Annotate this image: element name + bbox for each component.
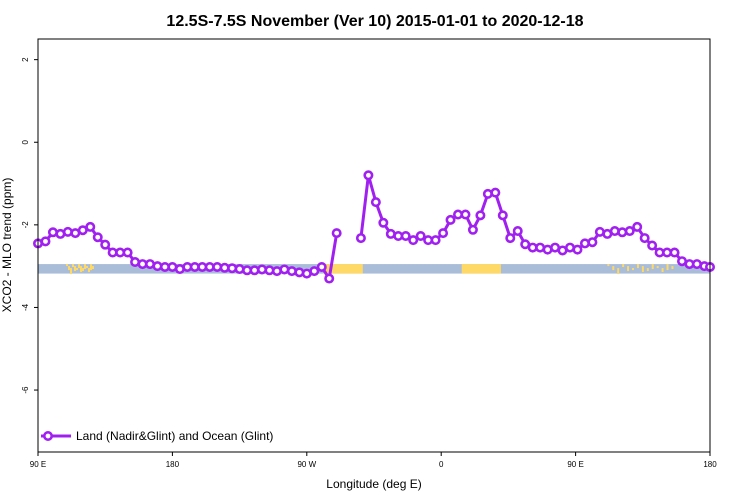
data-point	[512, 226, 523, 237]
data-point	[309, 266, 320, 277]
x-axis: 90 E 180 90 W 0 90 E 180	[30, 452, 717, 469]
data-point	[460, 209, 471, 220]
land-speck	[66, 264, 68, 267]
data-point	[624, 226, 635, 237]
data-point	[579, 238, 590, 249]
legend: Land (Nadir&Glint) and Ocean (Glint)	[41, 429, 273, 443]
data-point	[85, 221, 96, 232]
data-point	[355, 233, 366, 244]
land-speck	[656, 266, 659, 269]
x-tick-label: 180	[703, 460, 717, 469]
land-speck	[646, 268, 649, 272]
land-speck	[82, 268, 84, 272]
data-point	[363, 170, 374, 181]
y-axis-label: XCO2 - MLO trend (ppm)	[0, 178, 14, 313]
y-tick-label: 2	[21, 57, 30, 62]
land-speck	[632, 268, 634, 271]
land-speck	[78, 264, 80, 269]
data-point	[505, 233, 516, 244]
plot-area	[32, 170, 715, 284]
data-point	[430, 235, 441, 246]
data-point	[408, 235, 419, 246]
data-point	[639, 233, 650, 244]
y-axis: 2 0 -2 -4 -6	[21, 57, 38, 394]
land-speck	[622, 264, 625, 268]
data-point	[62, 226, 73, 237]
x-axis-label: Longitude (deg E)	[326, 477, 421, 491]
data-point	[490, 187, 501, 198]
data-point	[77, 225, 88, 236]
data-point	[234, 264, 245, 275]
land-speck	[666, 264, 669, 271]
land-speck	[86, 266, 88, 269]
data-point	[378, 217, 389, 228]
x-tick-label: 90 E	[567, 460, 583, 469]
land-specks	[607, 264, 674, 275]
land-speck	[612, 266, 615, 271]
land-band	[461, 264, 501, 274]
surface-band	[38, 264, 710, 275]
data-point	[122, 247, 133, 258]
land-speck	[84, 264, 86, 270]
data-point	[400, 231, 411, 242]
ocean-band	[38, 264, 710, 274]
land-speck	[617, 268, 620, 275]
data-point	[370, 197, 381, 208]
land-speck	[636, 264, 639, 269]
data-point	[40, 236, 51, 247]
y-tick-label: -6	[21, 386, 30, 394]
data-point	[445, 214, 456, 225]
data-point	[415, 231, 426, 242]
land-speck	[627, 266, 630, 272]
land-speck	[88, 268, 90, 273]
data-point	[632, 221, 643, 232]
x-tick-label: 90 E	[30, 460, 46, 469]
land-speck	[74, 266, 76, 272]
data-point	[467, 224, 478, 235]
land-speck	[641, 266, 644, 273]
land-specks	[66, 264, 94, 275]
land-speck	[68, 266, 70, 271]
land-speck	[651, 264, 654, 270]
y-tick-label: -4	[21, 303, 30, 311]
data-point	[617, 227, 628, 238]
land-speck	[92, 266, 94, 270]
data-point	[572, 244, 583, 255]
legend-label: Land (Nadir&Glint) and Ocean (Glint)	[76, 429, 273, 443]
data-point	[475, 210, 486, 221]
legend-marker-swatch	[42, 430, 53, 441]
land-speck	[80, 266, 82, 273]
x-tick-label: 180	[166, 460, 180, 469]
data-point	[520, 239, 531, 250]
x-tick-label: 90 W	[297, 460, 316, 469]
data-point	[324, 273, 335, 284]
data-point	[587, 237, 598, 248]
data-point	[669, 247, 680, 258]
plot-frame	[37, 38, 711, 453]
data-point	[647, 240, 658, 251]
data-point	[92, 232, 103, 243]
land-speck	[90, 264, 92, 271]
data-point	[482, 188, 493, 199]
data-point	[100, 239, 111, 250]
data-point	[438, 228, 449, 239]
land-speck	[70, 268, 72, 275]
data-point	[331, 228, 342, 239]
x-tick-label: 0	[439, 460, 444, 469]
data-point	[294, 267, 305, 278]
data-point	[286, 266, 297, 277]
land-speck	[661, 268, 664, 273]
land-band	[323, 264, 363, 274]
land-speck	[607, 264, 610, 267]
land-speck	[671, 266, 674, 270]
y-tick-label: -2	[21, 221, 30, 229]
chart-title: 12.5S-7.5S November (Ver 10) 2015-01-01 …	[166, 13, 583, 30]
land-speck	[76, 268, 78, 271]
land-speck	[72, 264, 74, 268]
data-point	[316, 261, 327, 272]
data-point	[609, 226, 620, 237]
data-point	[497, 210, 508, 221]
y-tick-label: 0	[21, 139, 30, 144]
